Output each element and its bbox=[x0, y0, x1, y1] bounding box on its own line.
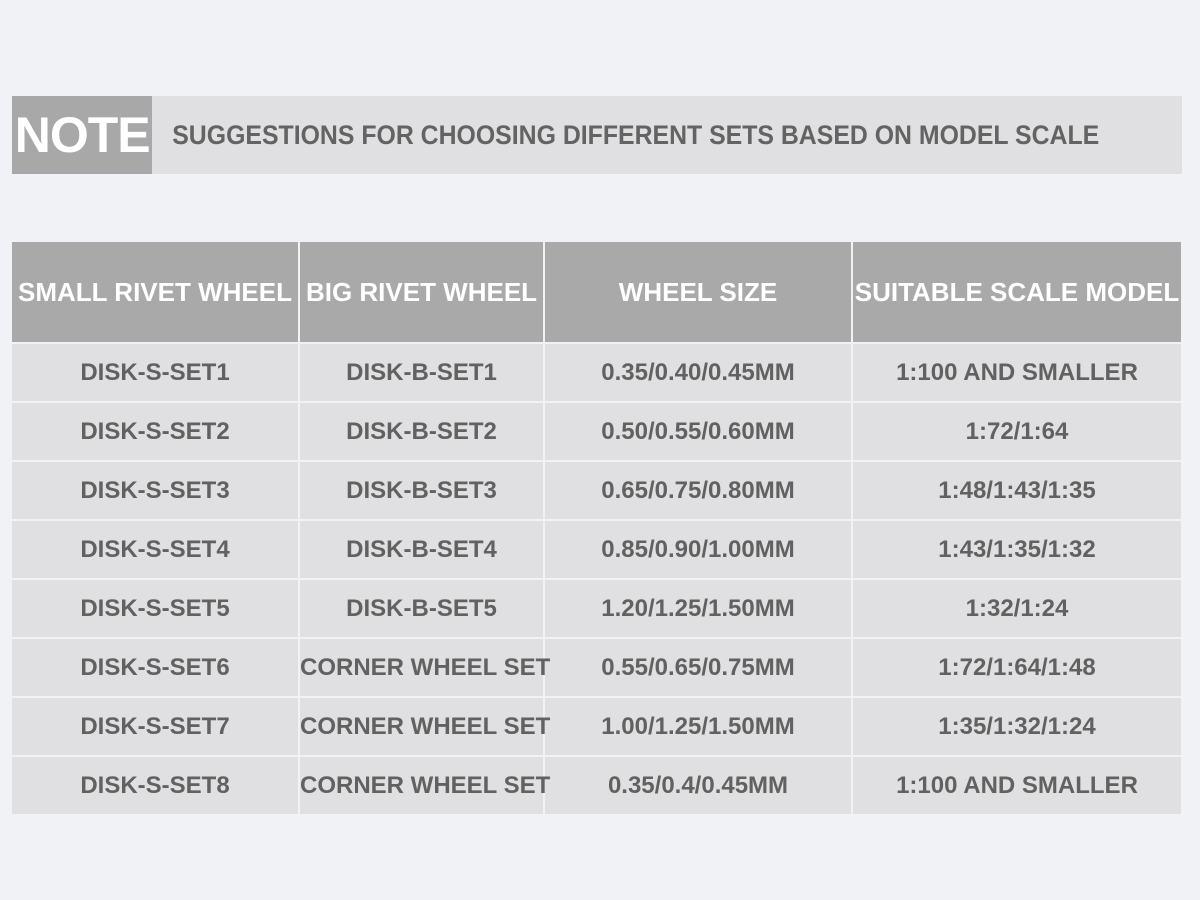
column-header: WHEEL SIZE bbox=[544, 242, 853, 343]
column-header: BIG RIVET WHEEL bbox=[299, 242, 545, 343]
table-cell: 1:100 AND SMALLER bbox=[852, 755, 1183, 814]
note-title: SUGGESTIONS FOR CHOOSING DIFFERENT SETS … bbox=[172, 119, 1100, 150]
table-cell: DISK-B-SET4 bbox=[299, 519, 545, 579]
table-cell: DISK-B-SET3 bbox=[299, 460, 545, 520]
table-cell: 0.65/0.75/0.80MM bbox=[544, 460, 853, 520]
table-cell: 1.20/1.25/1.50MM bbox=[544, 578, 853, 638]
table-cell: CORNER WHEEL SET bbox=[299, 696, 550, 756]
table-row: DISK-S-SET6 CORNER WHEEL SET 0.55/0.65/0.7… bbox=[12, 637, 1183, 697]
table-cell: DISK-B-SET5 bbox=[299, 578, 545, 638]
table-cell: 1:48/1:43/1:35 bbox=[852, 460, 1183, 520]
table-cell: 0.35/0.40/0.45MM bbox=[544, 342, 853, 402]
table-cell: 1:100 AND SMALLER bbox=[852, 342, 1183, 402]
table-cell: CORNER WHEEL SET bbox=[299, 755, 550, 814]
table-cell: 1:72/1:64 bbox=[852, 401, 1183, 461]
table-row: DISK-S-SET1 DISK-B-SET1 0.35/0.40/0.45MM 1:… bbox=[12, 342, 1183, 402]
table-cell: DISK-B-SET2 bbox=[299, 401, 545, 461]
table-cell: DISK-S-SET1 bbox=[12, 342, 300, 402]
table-cell: DISK-S-SET6 bbox=[12, 637, 300, 697]
table-row: DISK-S-SET7 CORNER WHEEL SET 1.00/1.25/1.5… bbox=[12, 696, 1183, 756]
table-cell: 0.35/0.4/0.45MM bbox=[544, 755, 853, 814]
table-cell: 1:32/1:24 bbox=[852, 578, 1183, 638]
table-cell: DISK-S-SET8 bbox=[12, 755, 300, 814]
table-row: DISK-S-SET5 DISK-B-SET5 1.20/1.25/1.50MM 1:… bbox=[12, 578, 1183, 638]
table-cell: 1:35/1:32/1:24 bbox=[852, 696, 1183, 756]
table-cell: DISK-S-SET5 bbox=[12, 578, 300, 638]
table-cell: 1:43/1:35/1:32 bbox=[852, 519, 1183, 579]
table-cell: 1:72/1:64/1:48 bbox=[852, 637, 1183, 697]
table-cell: DISK-S-SET4 bbox=[12, 519, 300, 579]
table-cell: 0.50/0.55/0.60MM bbox=[544, 401, 853, 461]
table-cell: DISK-S-SET3 bbox=[12, 460, 300, 520]
header-row: SMALL RIVET WHEEL BIG RIVET WHEEL WHEEL SI… bbox=[12, 242, 1183, 343]
table-cell: DISK-B-SET1 bbox=[299, 342, 545, 402]
table-cell: 0.55/0.65/0.75MM bbox=[544, 637, 853, 697]
table-row: DISK-S-SET3 DISK-B-SET3 0.65/0.75/0.80MM 1:… bbox=[12, 460, 1183, 520]
table-row: DISK-S-SET8 CORNER WHEEL SET 0.35/0.4/0.45… bbox=[12, 755, 1183, 814]
note-label: NOTE bbox=[12, 96, 153, 174]
table-row: DISK-S-SET4 DISK-B-SET4 0.85/0.90/1.00MM 1:… bbox=[12, 519, 1183, 579]
table-cell: 0.85/0.90/1.00MM bbox=[544, 519, 853, 579]
table: SMALL RIVET WHEEL BIG RIVET WHEEL WHEEL SI… bbox=[12, 242, 1183, 814]
table-body: DISK-S-SET1 DISK-B-SET1 0.35/0.40/0.45MM 1:… bbox=[12, 342, 1183, 814]
table-cell: 1.00/1.25/1.50MM bbox=[544, 696, 853, 756]
table-row: DISK-S-SET2 DISK-B-SET2 0.50/0.55/0.60MM 1:… bbox=[12, 401, 1183, 461]
note-banner: NOTE SUGGESTIONS FOR CHOOSING DIFFERENT … bbox=[12, 96, 1182, 174]
table-cell: DISK-S-SET2 bbox=[12, 401, 300, 461]
column-header: SUITABLE SCALE MODEL bbox=[852, 242, 1183, 343]
column-header: SMALL RIVET WHEEL bbox=[12, 242, 300, 343]
table-cell: CORNER WHEEL SET bbox=[299, 637, 550, 697]
table-cell: DISK-S-SET7 bbox=[12, 696, 300, 756]
